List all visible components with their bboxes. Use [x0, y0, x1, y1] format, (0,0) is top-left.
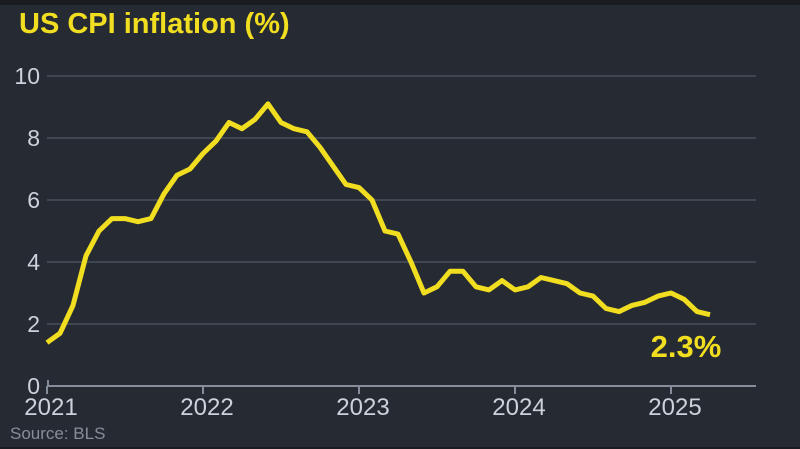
bottom-edge-strip	[0, 447, 800, 449]
x-axis-tick-label-2023: 2023	[336, 394, 389, 421]
y-axis-tick-label-8: 8	[27, 125, 40, 151]
y-axis-tick-label-2: 2	[27, 311, 40, 337]
x-axis-tick-label-2024: 2024	[492, 394, 545, 421]
cpi-line-series	[45, 101, 711, 345]
y-axis-tick-label-0: 0	[27, 373, 40, 399]
end-value-label: 2.3%	[651, 329, 722, 364]
gridlines-group	[47, 75, 756, 325]
y-axis-tick-label-4: 4	[27, 249, 40, 275]
source-credit: Source: BLS	[10, 424, 106, 443]
x-axis-tick-label-2022: 2022	[180, 394, 233, 421]
x-axis-tick-label-2021: 2021	[24, 394, 77, 421]
y-axis-tick-label-10: 10	[14, 63, 40, 89]
x-axis-group	[46, 380, 756, 394]
tick-labels-group: 0 2 4 6 8 10 2021 2022 2023 2024 2025	[14, 63, 701, 421]
top-edge-strip	[0, 0, 800, 5]
x-axis-tick-label-2025: 2025	[648, 394, 701, 421]
y-axis-tick-label-6: 6	[27, 187, 40, 213]
chart-title: US CPI inflation (%)	[19, 8, 290, 40]
